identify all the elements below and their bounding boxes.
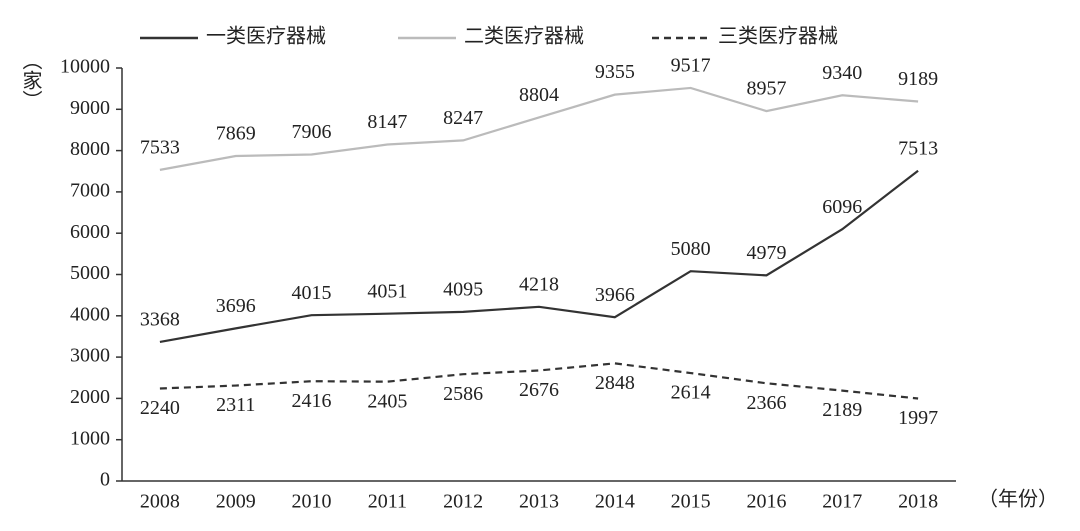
x-tick-label: 2008 bbox=[140, 491, 180, 513]
data-label: 4979 bbox=[746, 242, 786, 264]
legend-label: 一类医疗器械 bbox=[206, 25, 326, 48]
legend-label: 二类医疗器械 bbox=[464, 25, 584, 48]
data-label: 9340 bbox=[822, 62, 862, 84]
data-label: 9517 bbox=[671, 55, 711, 77]
data-label: 4015 bbox=[292, 282, 332, 304]
data-label: 2405 bbox=[367, 390, 407, 412]
x-tick-label: 2012 bbox=[443, 491, 483, 513]
x-tick-label: 2014 bbox=[595, 491, 635, 513]
data-label: 7513 bbox=[898, 137, 938, 159]
data-label: 2240 bbox=[140, 397, 180, 419]
data-label: 8804 bbox=[519, 84, 559, 106]
y-tick-label: 9000 bbox=[70, 97, 110, 119]
data-label: 9355 bbox=[595, 61, 635, 83]
y-tick-label: 1000 bbox=[70, 427, 110, 449]
data-label: 2586 bbox=[443, 383, 483, 405]
series-line bbox=[159, 169, 919, 343]
y-tick-label: 8000 bbox=[70, 138, 110, 160]
y-tick-label: 5000 bbox=[70, 262, 110, 284]
data-label: 7869 bbox=[216, 123, 256, 145]
data-label: 2311 bbox=[216, 394, 255, 416]
data-label: 8247 bbox=[443, 107, 483, 129]
data-label: 3966 bbox=[595, 284, 635, 306]
y-tick-label: 6000 bbox=[70, 221, 110, 243]
y-tick-label: 3000 bbox=[70, 345, 110, 367]
series-line bbox=[159, 362, 919, 400]
legend-label: 三类医疗器械 bbox=[718, 25, 838, 48]
y-tick-label: 2000 bbox=[70, 386, 110, 408]
x-tick-label: 2009 bbox=[216, 491, 256, 513]
x-tick-label: 2015 bbox=[671, 491, 711, 513]
y-tick-label: 10000 bbox=[60, 56, 110, 78]
y-tick-label: 7000 bbox=[70, 179, 110, 201]
data-label: 8147 bbox=[367, 111, 407, 133]
data-label: 2848 bbox=[595, 372, 635, 394]
data-label: 6096 bbox=[822, 196, 862, 218]
data-label: 2189 bbox=[822, 399, 862, 421]
data-label: 9189 bbox=[898, 68, 938, 90]
x-tick-label: 2013 bbox=[519, 491, 559, 513]
data-label: 4051 bbox=[367, 280, 407, 302]
y-tick-label: 4000 bbox=[70, 303, 110, 325]
data-label: 7906 bbox=[292, 121, 332, 143]
series-line bbox=[159, 86, 919, 171]
data-label: 7533 bbox=[140, 136, 180, 158]
data-label: 2366 bbox=[746, 392, 786, 414]
data-label: 1997 bbox=[898, 407, 938, 429]
y-tick-label: 0 bbox=[100, 469, 110, 491]
x-tick-label: 2010 bbox=[292, 491, 332, 513]
x-tick-label: 2017 bbox=[822, 491, 862, 513]
x-tick-label: 2016 bbox=[746, 491, 786, 513]
data-label: 3368 bbox=[140, 308, 180, 330]
data-label: 3696 bbox=[216, 295, 256, 317]
x-axis-label: （年份） bbox=[978, 488, 1058, 511]
data-label: 5080 bbox=[671, 238, 711, 260]
data-label: 2676 bbox=[519, 379, 559, 401]
y-axis-label: （家） bbox=[19, 50, 42, 110]
data-label: 2416 bbox=[292, 390, 332, 412]
data-label: 8957 bbox=[746, 78, 786, 100]
x-tick-label: 2011 bbox=[368, 491, 407, 513]
x-tick-label: 2018 bbox=[898, 491, 938, 513]
data-label: 4218 bbox=[519, 273, 559, 295]
data-label: 4095 bbox=[443, 278, 483, 300]
data-label: 2614 bbox=[671, 382, 711, 404]
